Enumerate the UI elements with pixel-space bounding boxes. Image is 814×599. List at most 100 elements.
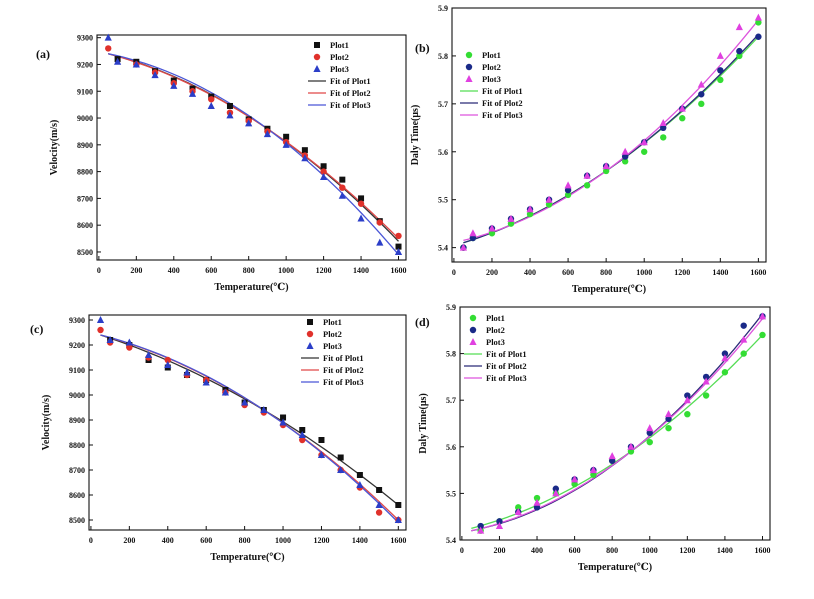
legend: Plot1 Plot2 Plot3 Fit of Plot1 Fit of Plot2 F… (301, 317, 364, 387)
legend-label: Plot2 (486, 325, 505, 335)
legend-label: Plot2 (482, 62, 501, 72)
legend-marker-plot1 (314, 42, 320, 48)
legend-label: Fit of Plot2 (486, 361, 527, 371)
x-tick-label: 800 (606, 546, 618, 555)
panel-label: (c) (30, 322, 43, 336)
y-axis-label: Daly Time(μs) (418, 393, 429, 454)
legend-label: Plot1 (486, 313, 505, 323)
point-plot2 (208, 96, 214, 102)
fit-line-fit-of-plot2 (463, 34, 758, 242)
legend-label: Plot3 (323, 341, 342, 351)
y-tick-label: 8900 (69, 416, 85, 425)
panel-2: 0 200 400 600 800 1000 1200 1400 16005.45.55.65.… (410, 4, 766, 295)
x-tick-label: 400 (162, 536, 174, 545)
legend-marker-plot2 (307, 331, 313, 337)
point-plot2 (740, 322, 746, 328)
legend-marker-plot2 (470, 327, 476, 333)
legend-label: Fit of Plot1 (486, 349, 527, 359)
point-plot3 (646, 424, 653, 431)
plot-frame (97, 35, 406, 260)
legend-label: Fit of Plot2 (482, 98, 523, 108)
x-axis-label: Temperature(℃) (578, 562, 652, 573)
x-tick-label: 400 (168, 266, 180, 275)
point-plot3 (97, 316, 104, 323)
y-tick-label: 9200 (77, 60, 93, 69)
point-plot3 (660, 119, 667, 126)
point-plot2 (395, 233, 401, 239)
x-tick-label: 1400 (712, 268, 728, 277)
x-tick-label: 1400 (717, 546, 733, 555)
point-plot1 (339, 177, 345, 183)
y-tick-label: 8700 (77, 194, 93, 203)
legend-label: Fit of Plot3 (482, 110, 523, 120)
legend: Plot1 Plot2 Plot3 Fit of Plot1 Fit of Plot2 F… (460, 50, 523, 120)
x-tick-label: 1000 (278, 266, 294, 275)
legend-label: Plot1 (482, 50, 501, 60)
point-plot1 (302, 147, 308, 153)
legend-label: Fit of Plot1 (330, 76, 371, 86)
point-plot1 (698, 101, 704, 107)
panel-label: (d) (415, 315, 430, 329)
point-plot2 (97, 327, 103, 333)
point-plot1 (641, 149, 647, 155)
y-tick-label: 9000 (69, 391, 85, 400)
legend-marker-plot3 (465, 75, 472, 82)
x-tick-label: 1000 (642, 546, 658, 555)
point-plot1 (283, 134, 289, 140)
y-tick-label: 5.4 (446, 536, 456, 545)
point-plot1 (665, 425, 671, 431)
fit-line-fit-of-plot3 (463, 20, 758, 240)
point-plot1 (395, 502, 401, 508)
point-plot1 (684, 411, 690, 417)
y-tick-label: 9300 (77, 34, 93, 43)
fit-line-fit-of-plot3 (101, 335, 399, 523)
x-tick-label: 800 (239, 536, 251, 545)
point-plot1 (376, 487, 382, 493)
point-plot3 (736, 23, 743, 30)
panel-3: 0 200 400 600 800 1000 1200 1400 160085008600870… (30, 315, 406, 563)
figure: 0 200 400 600 800 1000 1200 1400 160085008600870… (0, 0, 814, 599)
legend-marker-plot2 (314, 54, 320, 60)
x-tick-label: 200 (123, 536, 135, 545)
point-plot1 (722, 369, 728, 375)
legend-label: Fit of Plot2 (323, 365, 364, 375)
panel-1: 0 200 400 600 800 1000 1200 1400 1600 8500 8600 870… (36, 34, 407, 293)
x-tick-label: 400 (524, 268, 536, 277)
y-tick-label: 5.5 (446, 489, 456, 498)
point-plot1 (717, 77, 723, 83)
y-tick-label: 5.7 (438, 100, 448, 109)
legend-marker-plot1 (307, 319, 313, 325)
fit-line-fit-of-plot1 (463, 37, 758, 243)
point-plot1 (321, 163, 327, 169)
point-plot1 (679, 115, 685, 121)
legend-marker-plot2 (466, 64, 472, 70)
y-tick-label: 9100 (69, 366, 85, 375)
x-tick-label: 200 (130, 266, 142, 275)
y-tick-label: 8800 (77, 168, 93, 177)
point-plot1 (660, 134, 666, 140)
x-axis-label: Temperature(℃) (214, 282, 288, 293)
x-tick-label: 600 (562, 268, 574, 277)
legend-label: Fit of Plot2 (330, 88, 371, 98)
plot-frame (460, 307, 770, 540)
y-tick-label: 9100 (77, 87, 93, 96)
point-plot1 (740, 350, 746, 356)
legend-label: Fit of Plot1 (482, 86, 523, 96)
y-tick-label: 5.8 (438, 52, 448, 61)
legend-marker-plot1 (466, 52, 472, 58)
point-plot1 (584, 182, 590, 188)
x-tick-label: 600 (569, 546, 581, 555)
y-tick-label: 8600 (69, 491, 85, 500)
point-plot2 (698, 91, 704, 97)
point-plot3 (622, 148, 629, 155)
point-plot1 (358, 195, 364, 201)
panel-4: 0 200 400 600 800 1000 1200 1400 1600 5.4 5.5 5.6 5.… (415, 303, 770, 573)
x-tick-label: 800 (243, 266, 255, 275)
x-tick-label: 1000 (275, 536, 291, 545)
y-tick-label: 9200 (69, 341, 85, 350)
x-tick-label: 600 (200, 536, 212, 545)
x-tick-label: 0 (452, 268, 456, 277)
x-tick-label: 1600 (754, 546, 770, 555)
legend-marker-plot1 (470, 315, 476, 321)
legend-label: Fit of Plot3 (330, 100, 371, 110)
